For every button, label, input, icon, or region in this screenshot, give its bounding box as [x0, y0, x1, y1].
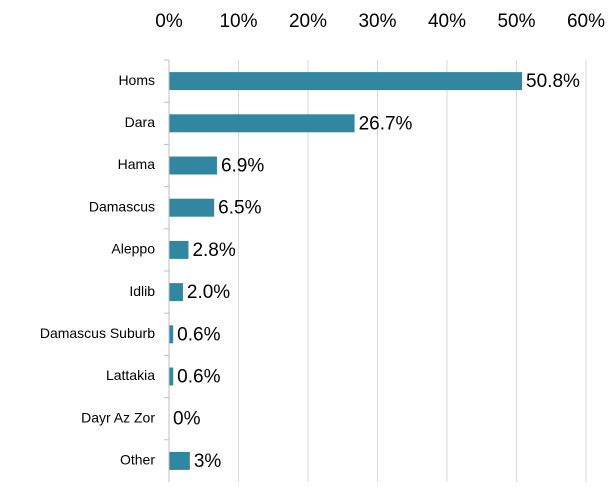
bar: [169, 283, 183, 302]
y-tick-label: Damascus: [89, 198, 155, 214]
bar: [169, 114, 355, 133]
y-tick-label: Idlib: [129, 283, 155, 299]
value-label: 6.5%: [218, 198, 261, 219]
y-tick-label: Lattakia: [106, 367, 155, 383]
bar: [169, 325, 174, 344]
value-label: 0.6%: [177, 367, 220, 388]
y-tick-label: Hama: [118, 156, 156, 172]
bar: [169, 451, 190, 470]
x-tick-label: 60%: [567, 11, 605, 32]
value-label: 26.7%: [359, 113, 413, 134]
y-tick-label: Dayr Az Zor: [81, 409, 155, 425]
x-tick-label: 50%: [497, 11, 535, 32]
value-label: 2.8%: [192, 240, 235, 261]
x-tick-label: 40%: [428, 11, 466, 32]
x-tick-label: 10%: [219, 11, 257, 32]
y-tick-label: Homs: [118, 72, 155, 88]
y-tick-label: Other: [120, 452, 155, 468]
value-label: 0.6%: [177, 324, 220, 345]
y-tick-label: Damascus Suburb: [40, 325, 155, 341]
x-tick-label: 20%: [289, 11, 327, 32]
bar: [169, 240, 189, 259]
x-tick-label: 30%: [358, 11, 396, 32]
value-label: 6.9%: [221, 156, 264, 177]
bar: [169, 198, 215, 217]
value-label: 50.8%: [526, 71, 580, 92]
value-label: 0%: [173, 409, 201, 430]
value-label: 2.0%: [187, 282, 230, 303]
x-tick-label: 0%: [155, 11, 183, 32]
value-label: 3%: [194, 451, 222, 472]
y-tick-label: Aleppo: [111, 241, 155, 257]
bar: [169, 367, 174, 386]
y-tick-label: Dara: [125, 114, 156, 130]
bar: [169, 72, 523, 91]
bar: [169, 156, 217, 175]
